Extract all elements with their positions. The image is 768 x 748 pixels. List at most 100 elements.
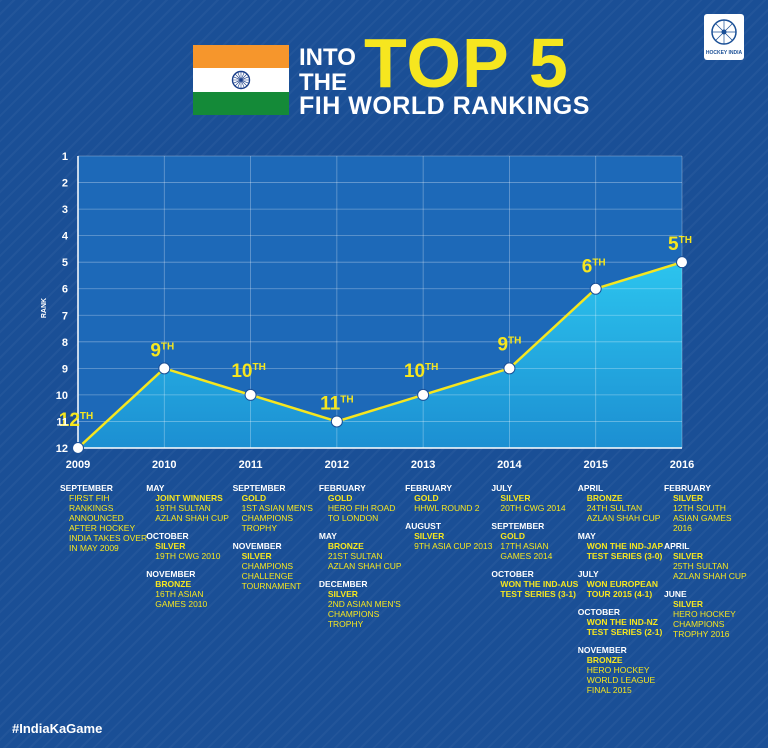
- data-label: 5TH: [668, 234, 692, 255]
- event-result: SILVER: [673, 599, 704, 609]
- data-label: 10TH: [404, 361, 438, 382]
- x-tick-label: 2014: [497, 459, 522, 471]
- event-item: DECEMBER SILVER 2ND ASIAN MEN'S CHAMPIONS …: [319, 579, 407, 629]
- event-result: SILVER: [673, 493, 704, 503]
- rank-line: [77, 260, 683, 449]
- event-item: MAY JOINT WINNERS 19TH SULTAN AZLAN SHAH C…: [146, 483, 234, 523]
- event-month: APRIL: [577, 483, 604, 493]
- data-label: 11TH: [320, 393, 353, 414]
- event-result: WON THE IND-AUS TEST SERIES (3-1): [500, 579, 579, 599]
- event-desc: 1ST ASIAN MEN'S CHAMPIONS TROPHY: [241, 503, 313, 533]
- data-point: [417, 388, 430, 401]
- event-item: MAY WON THE IND-JAP TEST SERIES (3-0): [578, 531, 666, 561]
- x-tick-label: 2013: [411, 459, 435, 471]
- event-result: GOLD: [500, 531, 525, 541]
- data-point: [330, 415, 343, 428]
- y-tick-label: 8: [62, 337, 68, 349]
- y-tick-label: 6: [62, 284, 68, 296]
- y-axis-label: RANK: [41, 298, 48, 318]
- event-month: SEPTEMBER: [491, 521, 545, 531]
- x-tick-label: 2016: [670, 459, 694, 471]
- event-desc: HERO HOCKEY CHAMPIONS TROPHY 2016: [673, 609, 736, 639]
- title-into: INTO: [299, 44, 356, 71]
- x-tick-label: 2012: [325, 459, 349, 471]
- event-item: AUGUST SILVER 9TH ASIA CUP 2013: [405, 521, 493, 551]
- data-label: 9TH: [497, 334, 521, 355]
- event-result: BRONZE: [586, 493, 623, 503]
- event-month: MAY: [577, 531, 596, 541]
- ashoka-chakra-icon: [231, 70, 251, 90]
- event-month: OCTOBER: [491, 569, 534, 579]
- event-desc: 17TH ASIAN GAMES 2014: [500, 541, 553, 561]
- event-result: JOINT WINNERS: [155, 493, 223, 503]
- y-tick-label: 4: [62, 231, 69, 243]
- event-item: JULY WON EUROPEAN TOUR 2015 (4-1): [578, 569, 666, 599]
- event-desc: CHAMPIONS CHALLENGE TOURNAMENT: [241, 561, 302, 591]
- y-tick-label: 11: [56, 416, 68, 428]
- x-tick-label: 2009: [66, 459, 90, 471]
- event-item: JULY SILVER 20TH CWG 2014: [491, 483, 579, 513]
- event-desc: 2ND ASIAN MEN'S CHAMPIONS TROPHY: [327, 599, 401, 629]
- event-month: JULY: [577, 569, 599, 579]
- event-desc: 12TH SOUTH ASIAN GAMES 2016: [673, 503, 732, 533]
- event-result: BRONZE: [327, 541, 364, 551]
- event-desc: HERO FIH ROAD TO LONDON: [327, 503, 396, 523]
- event-result: SILVER: [500, 493, 531, 503]
- event-item: FEBRUARY GOLD HERO FIH ROAD TO LONDON: [319, 483, 407, 523]
- event-month: OCTOBER: [577, 607, 621, 617]
- event-desc: 16TH ASIAN GAMES 2010: [155, 589, 208, 609]
- x-tick-label: 2011: [239, 459, 263, 471]
- event-result: SILVER: [673, 551, 704, 561]
- event-month: MAY: [318, 531, 337, 541]
- event-month: MAY: [146, 483, 165, 493]
- event-item: APRIL BRONZE 24TH SULTAN AZLAN SHAH CUP: [578, 483, 666, 523]
- event-item: OCTOBER WON THE IND-AUS TEST SERIES (3-1): [491, 569, 579, 599]
- event-column-2012: FEBRUARY GOLD HERO FIH ROAD TO LONDON MAY BR…: [319, 483, 407, 637]
- y-tick-label: 9: [62, 363, 68, 375]
- event-result: BRONZE: [155, 579, 192, 589]
- flag-white-band: [193, 68, 289, 92]
- y-tick-label: 1: [62, 151, 68, 163]
- title-top5: TOP 5: [364, 24, 569, 102]
- event-result: WON EUROPEAN TOUR 2015 (4-1): [586, 579, 659, 599]
- y-tick-label: 5: [62, 257, 68, 269]
- event-desc: 25TH SULTAN AZLAN SHAH CUP: [673, 561, 747, 581]
- event-item: MAY BRONZE 21ST SULTAN AZLAN SHAH CUP: [319, 531, 407, 571]
- event-desc: 21ST SULTAN AZLAN SHAH CUP: [327, 551, 402, 571]
- event-item: FEBRUARY SILVER 12TH SOUTH ASIAN GAMES 201…: [664, 483, 752, 533]
- data-point: [72, 442, 84, 454]
- event-month: AUGUST: [405, 521, 442, 531]
- event-month: OCTOBER: [146, 531, 189, 541]
- x-tick-label: 2010: [152, 459, 176, 471]
- data-point: [503, 362, 516, 375]
- event-item: OCTOBER SILVER 19TH CWG 2010: [146, 531, 234, 561]
- event-column-2014: JULY SILVER 20TH CWG 2014 SEPTEMBER GOLD 17TH…: [491, 483, 579, 607]
- rank-area-fill: [78, 262, 682, 448]
- event-month: APRIL: [664, 541, 690, 551]
- event-desc: 20TH CWG 2014: [500, 503, 566, 513]
- event-desc: HHWL ROUND 2: [414, 503, 480, 513]
- data-point: [589, 282, 602, 295]
- event-item: APRIL SILVER 25TH SULTAN AZLAN SHAH CUP: [664, 541, 752, 581]
- event-result: GOLD: [241, 493, 267, 503]
- event-month: SEPTEMBER: [232, 483, 286, 493]
- x-tick-label: 2015: [583, 459, 607, 471]
- event-item: OCTOBER WON THE IND-NZ TEST SERIES (2-1): [578, 607, 666, 637]
- event-item: JUNE SILVER HERO HOCKEY CHAMPIONS TROPHY 2…: [664, 589, 752, 639]
- event-result: SILVER: [414, 531, 445, 541]
- event-item: NOVEMBER SILVER CHAMPIONS CHALLENGE TOURNA…: [233, 541, 321, 591]
- india-flag: [193, 45, 289, 115]
- event-month: NOVEMBER: [232, 541, 282, 551]
- event-column-2015: APRIL BRONZE 24TH SULTAN AZLAN SHAH CUP MAY…: [578, 483, 666, 703]
- event-result: WON THE IND-JAP TEST SERIES (3-0): [586, 541, 664, 561]
- event-result: BRONZE: [586, 655, 623, 665]
- event-column-2016: FEBRUARY SILVER 12TH SOUTH ASIAN GAMES 201…: [664, 483, 752, 647]
- flag-green-band: [193, 91, 289, 115]
- event-month: FEBRUARY: [664, 483, 711, 493]
- data-point: [244, 388, 257, 401]
- event-result: SILVER: [241, 551, 272, 561]
- flag-saffron-band: [193, 45, 289, 69]
- y-tick-label: 10: [56, 390, 68, 402]
- data-point: [158, 362, 171, 375]
